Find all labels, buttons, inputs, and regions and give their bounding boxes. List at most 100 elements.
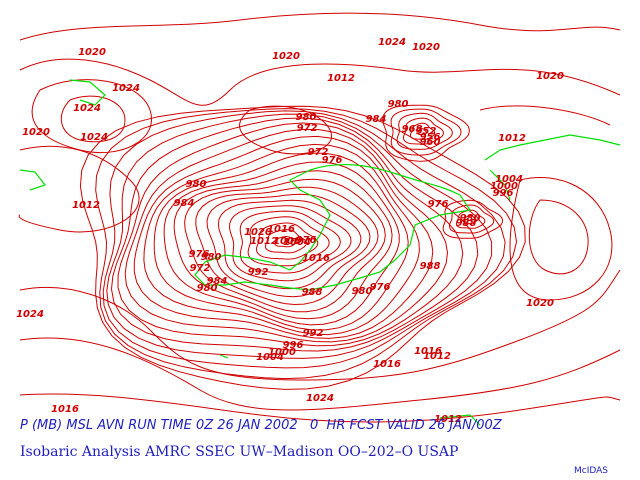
isobar [274,235,297,248]
contour-label: 1016 [51,404,79,415]
isobar [442,199,504,239]
caption-title: Isobaric Analysis AMRC SSEC UW–Madison O… [20,444,458,460]
isobar [19,393,621,423]
contour-label: 1020 [526,298,554,309]
credit: McIDAS [574,466,608,476]
isobar [19,12,621,41]
isobar [184,178,386,313]
contour-label: 984 [174,198,195,209]
contour-label: 1000 [490,181,518,192]
contour-label: 972 [297,123,318,134]
contour-label: 1012 [250,236,278,247]
contour-label: 992 [303,328,324,339]
coastline [19,79,621,426]
contour-label: 980 [197,283,218,294]
isobar [206,193,371,298]
contour-label: 956 [420,132,441,143]
contour-label: 988 [456,218,477,229]
contour-label: 1024 [80,132,108,143]
isobar [239,210,341,274]
contour-labels: 1020 1024 1024 1020 1024 1020 1024 1020 1012 1020… [16,37,564,425]
isobar [153,152,409,331]
contour-label: 984 [366,114,387,125]
coast-segment [219,354,481,426]
contour-label: 980 [186,179,207,190]
contour-label: 1012 [72,200,100,211]
isobar [195,186,379,306]
contour-label: 980 [201,252,222,263]
isobar [19,269,621,381]
isobar [79,105,526,390]
isobar [95,108,518,380]
contour-label: 972 [308,147,329,158]
coast-segment [484,134,621,201]
contour-label: 968 [402,124,423,135]
isobar [163,161,400,326]
isobar [173,170,393,320]
contour-label: 988 [302,287,323,298]
isobar [18,145,140,233]
isobar [396,112,453,150]
contour-label: 1020 [412,42,440,53]
contour-label: 980 [388,99,409,110]
contour-label: 976 [370,282,391,293]
isobar [448,204,495,234]
isobar [217,199,362,290]
contour-label: 1000 [268,347,296,358]
caption-run: P (MB) MSL AVN RUN TIME 0Z 26 JAN 2002 0… [20,418,503,433]
contour-label: 980 [352,286,373,297]
contour-label: 976 [296,235,317,246]
contour-label: 1012 [498,133,526,144]
contour-label: 1024 [112,83,140,94]
contour-label: 1012 [327,73,355,84]
isobar [528,199,589,275]
contour-label: 1020 [78,47,106,58]
contour-label: 976 [322,155,343,166]
contour-label: 988 [420,261,441,272]
contour-label: 972 [190,263,211,274]
contour-label: 1004 [495,174,523,185]
isobar [19,58,621,106]
antarctica-coast [194,163,472,291]
isobar [402,117,444,145]
contour-label: 1004 [283,237,311,248]
coast-segment [19,79,106,191]
contour-label: 1024 [73,103,101,114]
isobar [143,143,420,336]
isobar [106,113,493,359]
contour-label: 980 [460,213,481,224]
contour-label: 1016 [302,253,330,264]
contour-label: 1012 [423,351,451,362]
contour-label: 992 [248,267,269,278]
contour-label: 1020 [22,127,50,138]
contour-label: 996 [283,340,304,351]
contour-label: 1008 [273,236,301,247]
contour-label: 1016 [373,359,401,370]
isobar [409,122,436,140]
isobar [117,122,464,347]
contour-label: 976 [189,249,210,260]
contour-label: 984 [207,276,228,287]
contour-label: 1016 [267,224,295,235]
contour-label: 1004 [256,352,284,363]
contour-label: 1020 [272,51,300,62]
contour-label: 1016 [414,346,442,357]
isobar [110,117,479,352]
isobar [247,216,330,267]
isobar [255,222,319,260]
isobar [60,95,126,143]
contour-label: 1024 [378,37,406,48]
contour-label: 1024 [16,309,44,320]
contour-label: 980 [296,112,317,123]
isobar [31,79,153,154]
isobar [102,110,506,369]
isobar [19,337,621,411]
isobar [228,205,352,282]
contour-label: 952 [416,126,437,137]
isobar [124,128,449,343]
contour-label: 960 [420,137,441,148]
contour-label: 1012 [434,414,462,425]
contour-label: 996 [493,188,514,199]
isobar [417,128,427,136]
